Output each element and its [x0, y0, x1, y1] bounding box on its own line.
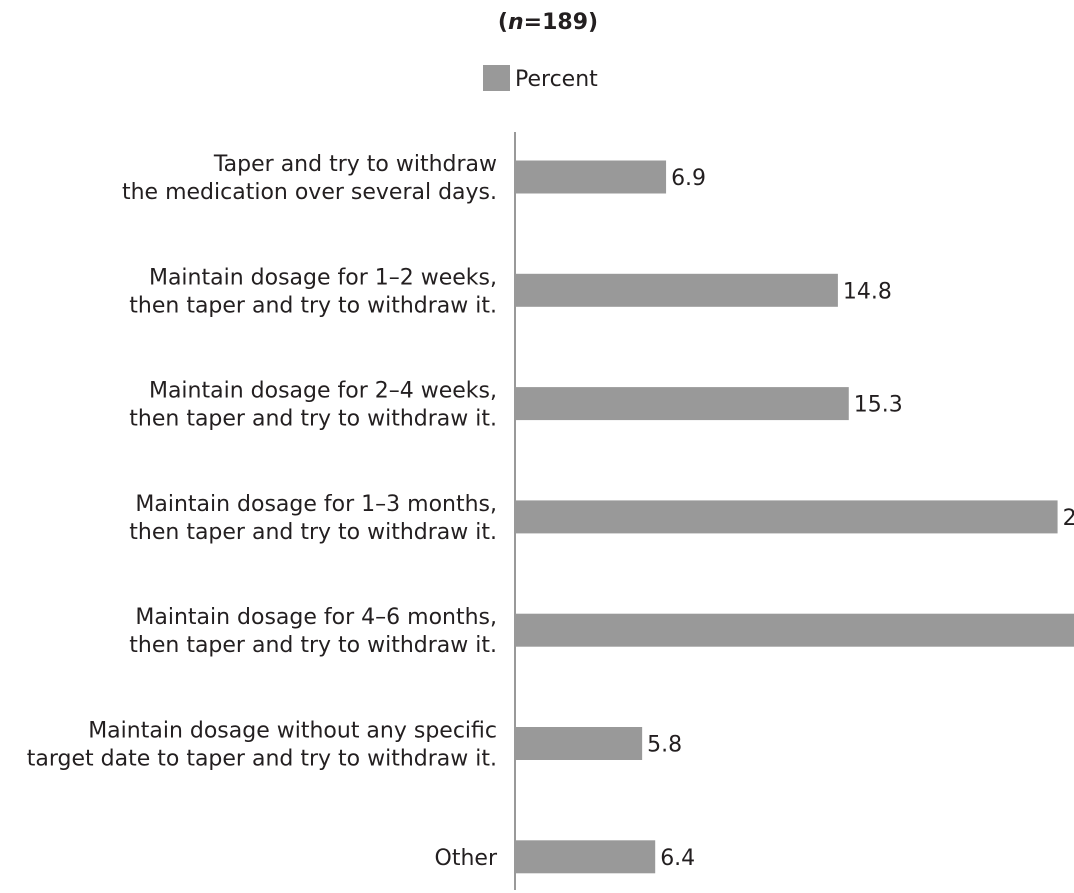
- value-label: 6.4: [660, 846, 695, 871]
- value-label: 15.3: [854, 393, 903, 418]
- bar: [516, 387, 849, 421]
- category-label-line: then taper and try to withdraw it.: [129, 520, 497, 545]
- bar: [516, 273, 838, 307]
- category-label-line: then taper and try to withdraw it.: [129, 407, 497, 432]
- category-label-line: Maintain dosage without any specific: [88, 719, 497, 744]
- legend: Percent: [483, 65, 598, 92]
- value-label: 24.9: [1063, 506, 1074, 531]
- subtitle-prefix: (: [498, 10, 508, 35]
- value-labels: 6.914.815.324.925.95.86.4: [647, 166, 1074, 871]
- category-label-line: Other: [435, 846, 498, 871]
- legend-label: Percent: [515, 67, 598, 92]
- category-label-line: the medication over several days.: [122, 180, 497, 205]
- category-labels: Taper and try to withdraw the medication …: [27, 152, 498, 871]
- category-label-line: target date to taper and try to withdraw…: [27, 747, 497, 772]
- category-label-line: Taper and try to withdraw: [213, 152, 497, 177]
- category-label-line: Maintain dosage for 4–6 months,: [135, 605, 497, 630]
- bar: [516, 613, 1074, 647]
- bar: [516, 160, 667, 194]
- value-label: 14.8: [843, 279, 892, 304]
- value-label: 5.8: [647, 733, 682, 758]
- legend-swatch: [483, 65, 510, 91]
- category-label: Maintain dosage without any specific targ…: [27, 719, 497, 772]
- subtitle-equals: =: [524, 10, 542, 35]
- bars: [516, 160, 1074, 874]
- category-label-line: then taper and try to withdraw it.: [129, 293, 497, 318]
- bar: [516, 840, 656, 874]
- bar: [516, 727, 643, 760]
- category-label: Maintain dosage for 4–6 months, then tape…: [129, 605, 497, 658]
- subtitle-n-value: 189: [542, 10, 588, 35]
- chart-subtitle: (n=189): [498, 10, 598, 35]
- category-label-line: Maintain dosage for 2–4 weeks,: [149, 379, 497, 404]
- category-label-line: Maintain dosage for 1–2 weeks,: [149, 265, 497, 290]
- category-label-line: then taper and try to withdraw it.: [129, 633, 497, 658]
- category-label: Maintain dosage for 1–3 months, then tape…: [129, 492, 497, 545]
- bar: [516, 500, 1058, 534]
- subtitle-suffix: ): [588, 10, 598, 35]
- category-label: Maintain dosage for 2–4 weeks, then taper…: [129, 379, 497, 432]
- category-label: Other: [435, 846, 498, 871]
- value-label: 6.9: [671, 166, 706, 191]
- subtitle-n-symbol: n: [508, 10, 524, 35]
- category-label-line: Maintain dosage for 1–3 months,: [135, 492, 497, 517]
- category-label: Maintain dosage for 1–2 weeks, then taper…: [129, 265, 497, 318]
- category-label: Taper and try to withdraw the medication …: [122, 152, 497, 205]
